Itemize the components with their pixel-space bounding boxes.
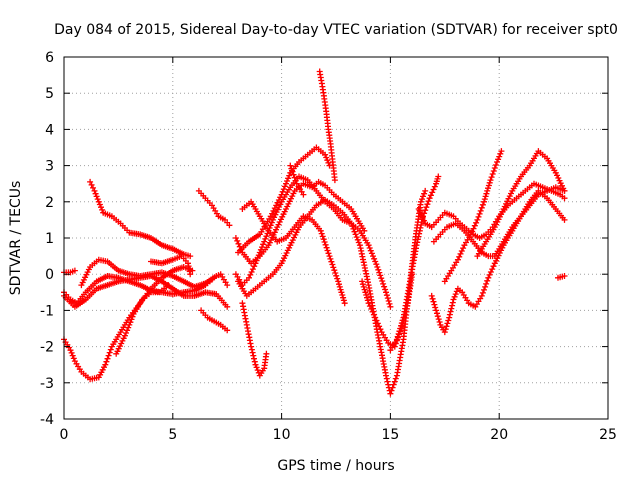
data-point-markers — [387, 173, 442, 354]
data-point-markers — [555, 273, 568, 281]
series-arc-j — [198, 307, 231, 334]
plot-area — [61, 68, 568, 397]
data-point-markers — [87, 178, 194, 260]
data-point-markers — [287, 162, 307, 198]
data-point-markers — [474, 148, 568, 260]
series-arc-y — [474, 148, 568, 260]
data-point-markers — [78, 256, 231, 290]
series-arc-k — [239, 300, 270, 379]
series-arc-t — [387, 173, 442, 354]
series-arc-i — [195, 187, 233, 229]
y-tick-label: -4 — [40, 412, 54, 428]
series-arc-p — [239, 198, 348, 307]
y-tick-label: 1 — [45, 231, 54, 247]
data-point-markers — [239, 300, 270, 379]
series-arc-g — [87, 178, 194, 260]
x-tick-label: 15 — [381, 427, 399, 443]
x-tick-label: 25 — [599, 427, 617, 443]
data-point-markers — [198, 307, 231, 334]
series-arc-h — [148, 253, 194, 278]
x-tick-label: 0 — [60, 427, 69, 443]
series-arc-w — [428, 187, 568, 336]
axis-ticks: 0 5 10 15 20 25 -4 -3 -2 -1 0 1 2 3 4 5 6 — [40, 50, 617, 443]
data-point-markers — [235, 144, 333, 256]
y-tick-label: 5 — [45, 86, 54, 102]
x-tick-label: 10 — [273, 427, 291, 443]
series-arc-f — [113, 282, 172, 357]
data-point-markers — [195, 187, 233, 229]
y-axis-label: SDTVAR / TECUs — [8, 181, 24, 296]
y-tick-label: -2 — [40, 340, 54, 356]
y-tick-label: -3 — [40, 376, 54, 392]
y-tick-label: 2 — [45, 195, 54, 211]
series-arc-d — [78, 256, 231, 290]
series-arc-r — [287, 162, 307, 198]
data-point-markers — [113, 282, 172, 357]
series-arc-x — [441, 148, 505, 285]
data-point-markers — [239, 198, 348, 307]
x-tick-label: 5 — [168, 427, 177, 443]
data-point-markers — [441, 148, 505, 285]
data-point-markers — [316, 68, 338, 184]
data-point-markers — [428, 187, 568, 336]
x-axis-label: GPS time / hours — [277, 458, 394, 474]
y-tick-label: 0 — [45, 267, 54, 283]
x-tick-label: 20 — [490, 427, 508, 443]
series-arc-o — [235, 144, 333, 256]
y-tick-label: 6 — [45, 50, 54, 66]
y-tick-label: 3 — [45, 159, 54, 175]
data-point-markers — [148, 253, 194, 278]
chart-title: Day 084 of 2015, Sidereal Day-to-day VTE… — [54, 22, 618, 38]
y-tick-label: -1 — [40, 303, 54, 319]
series-arc-q — [316, 68, 338, 184]
y-tick-label: 4 — [45, 122, 54, 138]
series-arc-z — [555, 273, 568, 281]
